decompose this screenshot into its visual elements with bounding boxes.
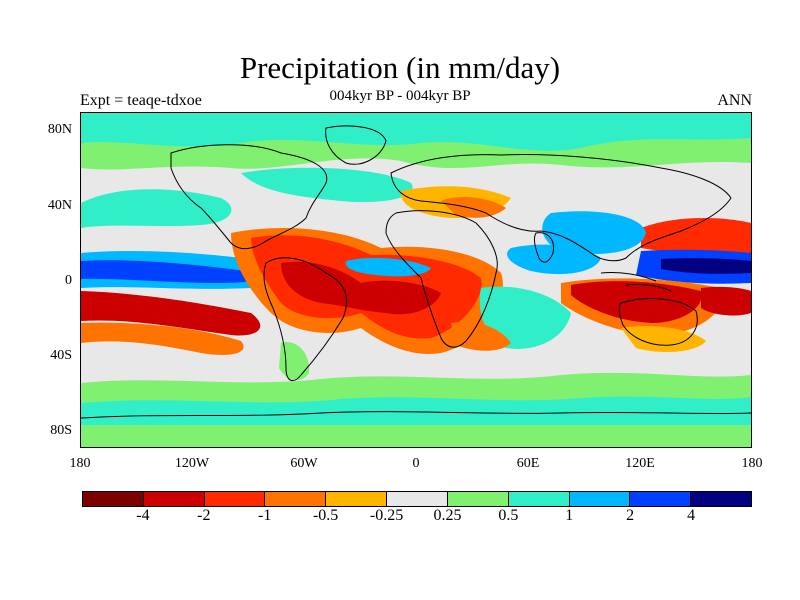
legend-swatch — [569, 492, 631, 506]
legend-swatch — [326, 492, 388, 506]
spac-orange — [81, 322, 244, 355]
mc-red — [571, 281, 702, 323]
atl-itcz-blue — [345, 257, 431, 277]
legend-label: 1 — [565, 507, 574, 524]
legend-swatch — [508, 492, 570, 506]
lat-tick-80n: 80N — [47, 122, 72, 137]
legend-label: 0.25 — [433, 507, 462, 524]
pac-deep-blue — [81, 260, 262, 283]
season-label: ANN — [717, 92, 752, 109]
legend-label: 2 — [626, 507, 635, 524]
spac-red — [81, 291, 261, 336]
map-title: Precipitation (in mm/day) — [239, 50, 561, 85]
lon-tick-120w: 120W — [174, 456, 210, 471]
map-canvas — [81, 113, 751, 447]
legend-swatch — [83, 492, 144, 506]
wpac-navy — [661, 258, 751, 274]
aus-orange — [621, 326, 706, 353]
legend-label: 4 — [687, 507, 696, 524]
indian-blue — [507, 244, 601, 275]
arctic-cyan — [81, 113, 751, 151]
lon-tick-180e: 180 — [741, 456, 763, 471]
lon-tick-60e: 60E — [516, 456, 540, 471]
lon-tick-0: 0 — [412, 456, 420, 471]
lat-tick-0: 0 — [65, 273, 72, 288]
legend-label: -1 — [258, 507, 272, 524]
legend-swatch — [387, 492, 448, 506]
legend-label: 0.5 — [498, 507, 519, 524]
lon-tick-60w: 60W — [290, 456, 318, 471]
experiment-label: Expt = teaqe-tdxoe — [80, 92, 202, 109]
legend-swatch — [204, 492, 266, 506]
legend-swatch — [630, 492, 692, 506]
safr-orange — [451, 321, 511, 351]
natl-cyan — [241, 167, 413, 203]
epac-red — [701, 286, 751, 316]
lon-tick-120e: 120E — [625, 456, 655, 471]
coastlines — [81, 125, 751, 419]
map-subtitle: 004kyr BP - 004kyr BP — [329, 88, 471, 104]
legend-swatch — [143, 492, 205, 506]
legend-bar — [82, 491, 752, 507]
legend-swatch — [447, 492, 509, 506]
legend-label: -4 — [136, 507, 150, 524]
legend-label: -0.5 — [312, 507, 339, 524]
legend-swatch — [265, 492, 327, 506]
lat-tick-40s: 40S — [50, 348, 72, 363]
arabia-orange — [441, 197, 506, 218]
easia-cyan — [542, 211, 646, 254]
npac-cyan — [81, 189, 232, 228]
lat-tick-80s: 80S — [50, 423, 72, 438]
precipitation-map — [80, 112, 752, 448]
sio-cyan — [479, 286, 571, 349]
legend-label: -2 — [197, 507, 211, 524]
lon-tick-180w: 180 — [69, 456, 91, 471]
legend-label: -0.25 — [369, 507, 404, 524]
easia-red — [641, 218, 751, 256]
southern-cyan — [81, 396, 751, 425]
legend-swatch — [691, 492, 751, 506]
trop-atl-dark — [281, 261, 441, 315]
lat-tick-40n: 40N — [47, 198, 72, 213]
